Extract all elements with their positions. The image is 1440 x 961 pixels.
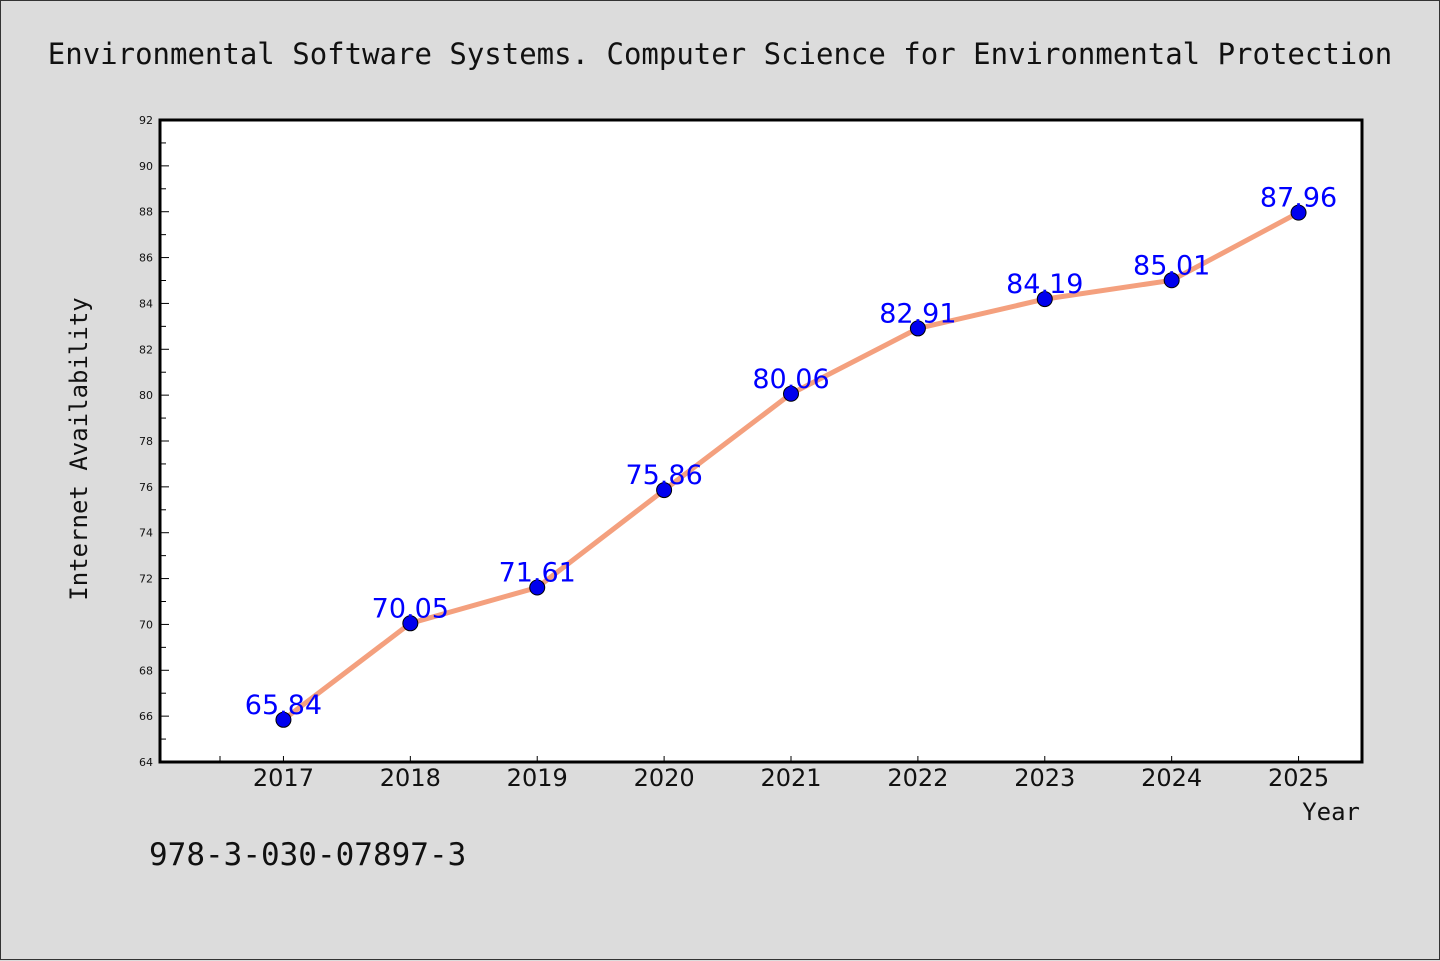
y-tick-label: 64 (139, 756, 153, 769)
y-tick-label: 76 (139, 481, 153, 494)
y-tick-label: 74 (139, 527, 153, 540)
data-label: 80.06 (752, 364, 829, 395)
x-tick-label: 2019 (507, 764, 568, 792)
y-tick-label: 78 (139, 435, 153, 448)
y-tick-label: 68 (139, 664, 153, 677)
y-tick-label: 90 (139, 160, 153, 173)
y-axis: 64 66 68 70 72 74 76 78 80 82 84 86 88 90 92 (139, 114, 169, 769)
x-tick-label: 2024 (1141, 764, 1202, 792)
y-tick-label: 72 (139, 573, 153, 586)
data-label: 85.01 (1133, 250, 1210, 281)
y-axis-label: Internet Availability (65, 297, 93, 600)
x-axis: 2017 2018 2019 2020 2021 2022 2023 2024 2025 (219, 756, 1329, 792)
x-tick-label: 2018 (380, 764, 441, 792)
data-point (1036, 291, 1053, 308)
series-line-group: 65.84 70.05 71.61 75.86 80.06 82.91 84.19 85.01… (245, 183, 1337, 728)
x-tick-label: 2022 (887, 764, 948, 792)
data-point (275, 711, 292, 728)
y-tick-label: 86 (139, 252, 153, 265)
x-tick-label: 2017 (253, 764, 314, 792)
data-point (1290, 204, 1307, 221)
data-label: 70.05 (372, 593, 449, 624)
y-tick-label: 84 (139, 297, 153, 310)
y-tick-label: 82 (139, 343, 153, 356)
data-label: 75.86 (625, 460, 702, 491)
y-tick-label: 80 (139, 389, 153, 402)
data-label: 84.19 (1006, 269, 1083, 300)
data-label: 71.61 (499, 558, 576, 589)
x-tick-label: 2025 (1268, 764, 1329, 792)
data-point (656, 482, 673, 499)
data-point (529, 579, 546, 596)
data-label: 82.91 (879, 298, 956, 329)
data-label: 65.84 (245, 690, 322, 721)
data-point (402, 615, 419, 632)
x-tick-label: 2023 (1014, 764, 1075, 792)
y-tick-label: 66 (139, 710, 153, 723)
x-axis-label: Year (1302, 798, 1360, 826)
data-point (783, 385, 799, 402)
y-tick-label: 88 (139, 206, 153, 219)
x-tick-label: 2020 (634, 764, 695, 792)
x-tick-label: 2021 (760, 764, 821, 792)
y-tick-label: 92 (139, 114, 153, 127)
data-point (909, 320, 926, 337)
data-label: 87.96 (1260, 183, 1337, 214)
data-point (1163, 272, 1180, 289)
isbn-text: 978-3-030-07897-3 (149, 837, 466, 873)
chart-title: Environmental Software Systems. Computer… (48, 37, 1392, 71)
y-tick-label: 70 (139, 618, 153, 631)
plot-area (158, 118, 1364, 764)
